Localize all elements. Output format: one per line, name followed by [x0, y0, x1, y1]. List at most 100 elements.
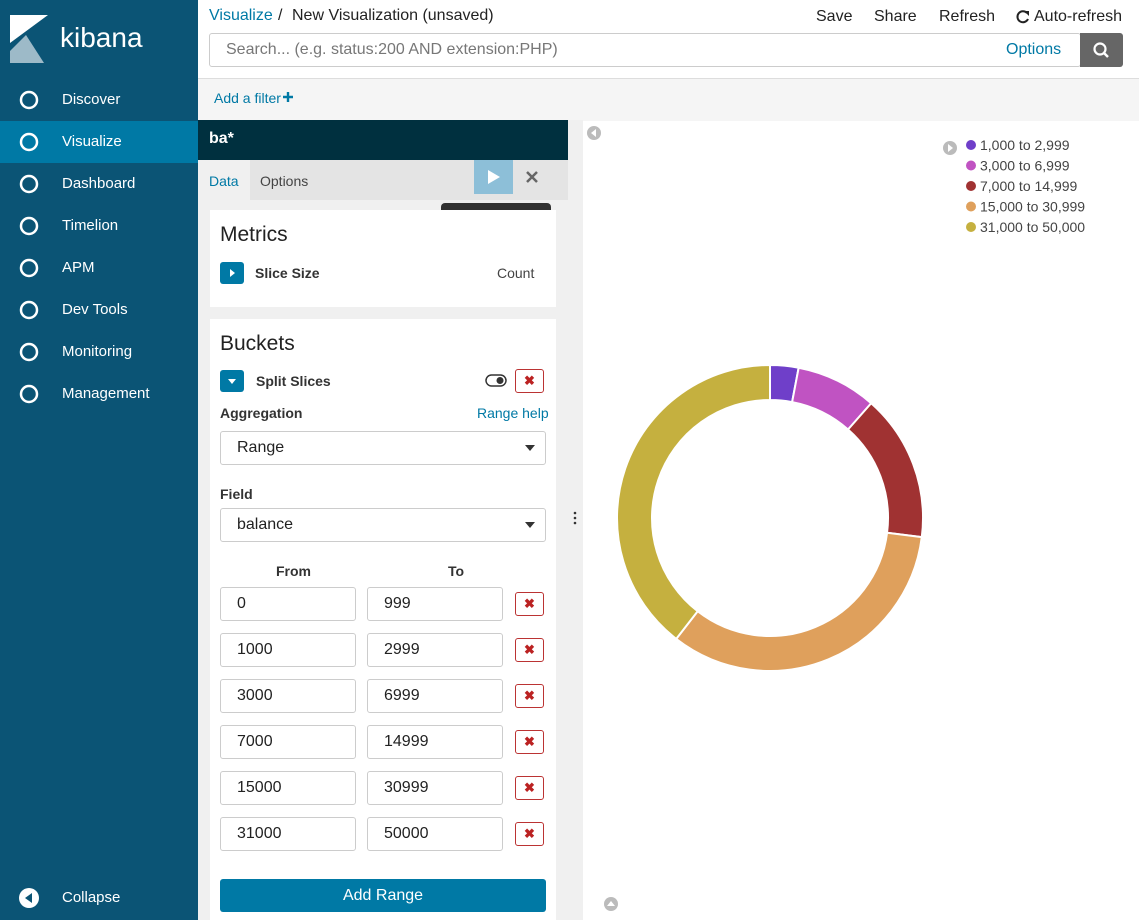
metric-agg: Count — [497, 265, 535, 281]
tab[interactable]: Data — [209, 173, 239, 189]
aggregation-select[interactable]: Range — [220, 431, 546, 465]
legend-swatch — [966, 160, 976, 171]
legend-label[interactable]: 1,000 to 2,999 — [980, 137, 1070, 153]
slice[interactable] — [846, 401, 924, 539]
from-label: From — [276, 563, 311, 579]
metric-name: Slice Size — [255, 265, 320, 281]
range-to[interactable]: 999 — [367, 587, 503, 621]
legend-label[interactable]: 15,000 to 30,999 — [980, 199, 1085, 215]
search-input[interactable]: Search... (e.g. status:200 AND extension… — [209, 33, 1081, 67]
bucket-name: Split Slices — [256, 373, 331, 389]
nav-item[interactable]: Dashboard — [0, 163, 198, 205]
discard-button[interactable] — [520, 165, 544, 189]
filter-bar — [198, 78, 1139, 121]
sidebar: kibana Discover Visualize Dashboard Timelio… — [0, 0, 198, 920]
remove-range[interactable]: ✖ — [515, 822, 544, 846]
nav-label: Visualize — [62, 133, 122, 150]
action[interactable]: Refresh — [939, 8, 996, 25]
action[interactable]: Auto-refresh — [1034, 8, 1123, 25]
nav-icon — [19, 384, 39, 404]
legend-swatch — [966, 140, 976, 150]
search-button[interactable] — [1080, 33, 1123, 67]
nav-item[interactable]: Management — [0, 373, 198, 415]
range-to[interactable]: 6999 — [367, 679, 503, 713]
nav-label: Dashboard — [62, 175, 136, 192]
legend-swatch — [966, 222, 976, 232]
editor-header — [198, 120, 568, 160]
nav-label: APM — [62, 259, 95, 276]
nav-icon — [19, 342, 39, 362]
chart: 1,000 to 2,999 3,000 to 6,999 7,000 to 14,… — [587, 126, 1085, 911]
refresh-icon — [1016, 10, 1029, 24]
range-to[interactable]: 30999 — [367, 771, 503, 805]
add-filter[interactable]: Add a filter — [214, 90, 295, 106]
logo — [10, 15, 48, 63]
icon-shape — [19, 132, 39, 152]
nav-item[interactable]: Monitoring — [0, 331, 198, 373]
legend-swatch — [966, 181, 976, 191]
remove-range[interactable]: ✖ — [515, 730, 544, 754]
icon-shape — [19, 258, 39, 278]
nav-item[interactable]: Discover — [0, 79, 198, 121]
search-placeholder: Search... (e.g. status:200 AND extension… — [226, 41, 558, 58]
icon-shape — [19, 174, 39, 194]
range-to[interactable]: 14999 — [367, 725, 503, 759]
remove-range[interactable]: ✖ — [515, 638, 544, 662]
slice[interactable] — [616, 363, 771, 641]
field-select[interactable]: balance — [220, 508, 546, 542]
search-options[interactable]: Options — [1006, 41, 1062, 58]
legend-label[interactable]: 3,000 to 6,999 — [980, 158, 1070, 174]
enable-toggle[interactable] — [481, 369, 511, 393]
breadcrumb-current: New Visualization (unsaved) — [292, 7, 494, 24]
icon-shape — [19, 90, 39, 110]
expand-toggle[interactable] — [220, 262, 244, 284]
collapse-label: Collapse — [62, 889, 121, 906]
range-from[interactable]: 0 — [220, 587, 356, 621]
remove-range[interactable]: ✖ — [515, 592, 544, 616]
slice[interactable] — [674, 531, 923, 672]
field-value: balance — [237, 516, 294, 533]
collapse-toggle[interactable] — [220, 370, 244, 392]
arrow — [607, 901, 615, 906]
nav-icon — [19, 300, 39, 320]
aggregation-value: Range — [237, 439, 285, 456]
legend-label[interactable]: 7,000 to 14,999 — [980, 178, 1078, 194]
range-from[interactable]: 3000 — [220, 679, 356, 713]
nav-item[interactable]: APM — [0, 247, 198, 289]
range-from[interactable]: 15000 — [220, 771, 356, 805]
legend-label[interactable]: 31,000 to 50,000 — [980, 219, 1085, 235]
add-filter-label: Add a filter — [214, 90, 281, 106]
arrow — [948, 144, 953, 152]
tab-active-bg — [198, 160, 250, 200]
icon-shape — [19, 216, 39, 236]
action[interactable]: Share — [874, 8, 917, 25]
legend-swatch — [966, 201, 976, 212]
range-to[interactable]: 2999 — [367, 633, 503, 667]
resize-handle[interactable] — [568, 120, 583, 920]
metrics-card — [210, 210, 556, 307]
nav-item[interactable]: Dev Tools — [0, 289, 198, 331]
tab[interactable]: Options — [260, 173, 309, 189]
collapse[interactable]: Collapse — [0, 877, 198, 919]
icon-shape — [19, 384, 39, 404]
buckets-title: Buckets — [220, 332, 295, 355]
range-from[interactable]: 31000 — [220, 817, 356, 851]
metrics-title: Metrics — [220, 223, 288, 246]
brand: kibana — [60, 22, 143, 53]
action[interactable]: Save — [816, 8, 853, 25]
icon-shape — [19, 300, 39, 320]
range-from[interactable]: 7000 — [220, 725, 356, 759]
range-help[interactable]: Range help — [477, 405, 549, 421]
nav-item[interactable]: Visualize — [0, 121, 198, 163]
range-from[interactable]: 1000 — [220, 633, 356, 667]
apply-button[interactable] — [474, 160, 513, 194]
range-to[interactable]: 50000 — [367, 817, 503, 851]
add-range[interactable]: Add Range — [220, 879, 546, 912]
nav-item[interactable]: Timelion — [0, 205, 198, 247]
remove-range[interactable]: ✖ — [515, 776, 544, 800]
remove-bucket[interactable]: ✖ — [515, 369, 544, 393]
remove-range[interactable]: ✖ — [515, 684, 544, 708]
breadcrumb-root[interactable]: Visualize — [209, 7, 273, 24]
to-label: To — [448, 563, 465, 579]
nav-label: Management — [62, 385, 150, 402]
